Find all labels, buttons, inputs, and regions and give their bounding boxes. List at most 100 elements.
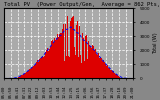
Bar — [55, 42, 56, 78]
Bar — [54, 38, 55, 78]
Bar — [38, 62, 39, 78]
Bar — [44, 56, 45, 78]
Bar — [65, 23, 66, 78]
Bar — [70, 22, 71, 78]
Bar — [52, 40, 53, 78]
Bar — [77, 21, 78, 78]
Text: Total PV  (Power Output/Gen,  Average = 862 Pts, Build 13498): Total PV (Power Output/Gen, Average = 86… — [4, 2, 160, 7]
Bar — [17, 78, 18, 79]
Bar — [65, 24, 66, 78]
Bar — [113, 72, 114, 78]
Bar — [78, 57, 79, 78]
Bar — [68, 56, 69, 78]
Bar — [35, 64, 36, 78]
Bar — [48, 51, 49, 78]
Bar — [64, 62, 65, 78]
Bar — [99, 58, 100, 78]
Bar — [89, 45, 90, 78]
Bar — [41, 57, 42, 78]
Bar — [92, 45, 93, 78]
Bar — [26, 72, 27, 79]
Bar — [23, 74, 24, 78]
Bar — [76, 25, 77, 78]
Bar — [20, 76, 21, 78]
Bar — [34, 65, 35, 78]
Bar — [49, 49, 50, 78]
Bar — [31, 68, 32, 79]
Bar — [25, 73, 26, 78]
Y-axis label: Total (W): Total (W) — [153, 32, 158, 54]
Bar — [57, 34, 58, 78]
Bar — [97, 55, 98, 78]
Bar — [102, 61, 103, 78]
Bar — [75, 55, 76, 78]
Bar — [39, 59, 40, 78]
Bar — [115, 74, 116, 79]
Bar — [95, 49, 96, 78]
Bar — [73, 16, 74, 78]
Bar — [51, 41, 52, 78]
Bar — [33, 66, 34, 78]
Bar — [19, 77, 20, 78]
Bar — [37, 60, 38, 78]
Bar — [103, 60, 104, 78]
Bar — [18, 77, 19, 78]
Bar — [106, 66, 107, 78]
Bar — [112, 71, 113, 78]
Bar — [83, 34, 84, 78]
Bar — [32, 67, 33, 78]
Bar — [84, 61, 85, 78]
Bar — [94, 50, 95, 78]
Bar — [42, 56, 43, 78]
Bar — [80, 55, 81, 78]
Bar — [24, 73, 25, 79]
Bar — [21, 76, 22, 78]
Bar — [62, 30, 63, 78]
Bar — [67, 16, 68, 78]
Bar — [50, 47, 51, 78]
Bar — [59, 34, 60, 78]
Bar — [90, 46, 91, 78]
Bar — [86, 35, 87, 78]
Bar — [101, 58, 102, 78]
Bar — [117, 75, 118, 78]
Bar — [105, 64, 106, 78]
Bar — [111, 70, 112, 78]
Bar — [53, 42, 54, 78]
Bar — [36, 62, 37, 78]
Bar — [27, 72, 28, 78]
Bar — [27, 71, 28, 78]
Bar — [98, 53, 99, 78]
Bar — [24, 74, 25, 78]
Bar — [56, 38, 57, 78]
Bar — [60, 33, 61, 78]
Bar — [47, 48, 48, 78]
Bar — [63, 24, 64, 78]
Bar — [85, 36, 86, 78]
Bar — [93, 46, 94, 78]
Bar — [82, 33, 83, 78]
Bar — [69, 57, 70, 78]
Bar — [58, 37, 59, 78]
Bar — [46, 50, 47, 78]
Bar — [72, 17, 73, 78]
Bar — [91, 48, 92, 78]
Bar — [116, 75, 117, 78]
Bar — [61, 33, 62, 78]
Bar — [40, 58, 41, 78]
Bar — [88, 41, 89, 78]
Bar — [107, 65, 108, 78]
Bar — [74, 46, 75, 78]
Bar — [118, 76, 119, 78]
Bar — [16, 78, 17, 79]
Bar — [100, 57, 101, 78]
Bar — [30, 69, 31, 78]
Bar — [29, 69, 30, 78]
Bar — [79, 26, 80, 78]
Bar — [114, 74, 115, 78]
Bar — [45, 52, 46, 78]
Bar — [71, 18, 72, 79]
Bar — [28, 71, 29, 79]
Bar — [108, 68, 109, 78]
Bar — [104, 62, 105, 78]
